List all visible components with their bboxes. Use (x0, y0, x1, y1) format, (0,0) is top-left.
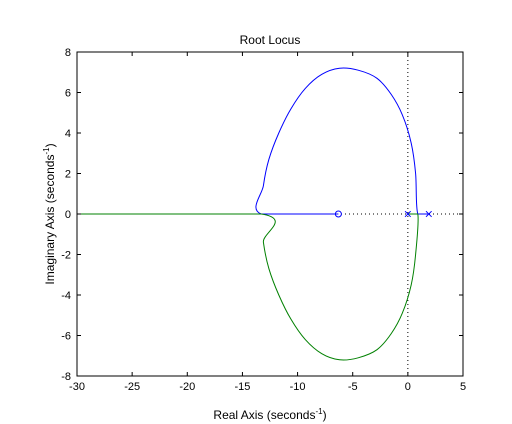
y-axis-label-text: Imaginary Axis (seconds (43, 155, 57, 285)
x-tick-label: -20 (179, 381, 195, 393)
locus-branch-2 (77, 213, 419, 361)
x-tick-label: -5 (348, 381, 358, 393)
y-axis-label-close: ) (43, 143, 57, 147)
y-axis-label-exponent: -1 (42, 147, 51, 155)
x-axis-label-exponent: -1 (315, 407, 323, 416)
y-axis-label: Imaginary Axis (seconds-1) (42, 143, 57, 284)
pole-marker-2 (425, 210, 432, 218)
x-axis-label-text: Real Axis (seconds (213, 408, 315, 422)
y-tick-label: -6 (61, 331, 71, 343)
x-tick-label: 0 (405, 381, 411, 393)
y-tick-label: -2 (61, 250, 71, 262)
pole-stroke-b (425, 210, 432, 218)
y-tick-label: 8 (65, 47, 71, 59)
x-tick-label: -15 (234, 381, 250, 393)
x-tick-label: -25 (124, 381, 140, 393)
x-tick-label: 5 (460, 381, 466, 393)
pole-marker-1 (404, 210, 412, 218)
zero-marker-1 (334, 210, 342, 218)
y-tick-label: -4 (61, 290, 71, 302)
x-tick-label: -10 (290, 381, 306, 393)
x-tick-label: -30 (69, 381, 85, 393)
y-tick-label: -8 (61, 371, 71, 383)
pole-stroke-b (404, 210, 412, 218)
locus-branch-1 (255, 67, 429, 215)
x-axis-label: Real Axis (seconds-1) (213, 407, 326, 422)
x-axis-label-close: ) (323, 408, 327, 422)
chart-title: Root Locus (240, 33, 301, 47)
y-tick-label: 4 (65, 128, 71, 140)
y-tick-label: 0 (65, 209, 71, 221)
y-tick-label: 6 (65, 88, 71, 100)
y-tick-label: 2 (65, 169, 71, 181)
